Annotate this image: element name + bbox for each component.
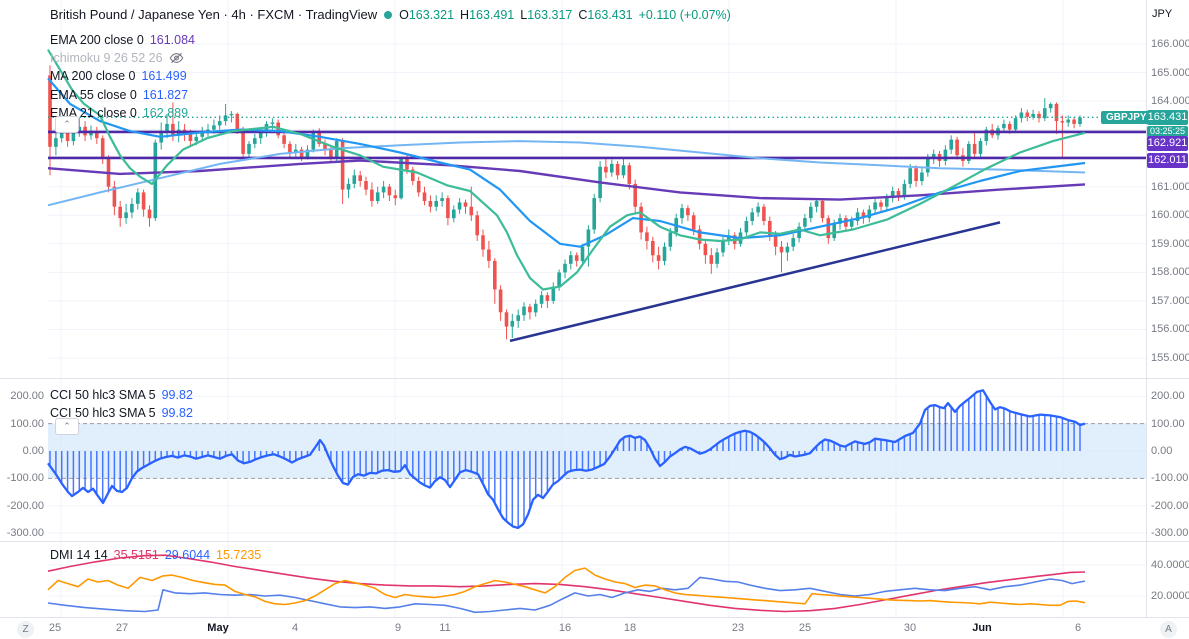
cci-axis-label: 200.00 xyxy=(1151,390,1185,403)
cci-label: CCI 50 hlc3 SMA 5 xyxy=(50,406,156,420)
ohlc-number: 163.431 xyxy=(587,7,633,22)
legend-row-ma-200-close-0[interactable]: MA 200 close 0 161.499 xyxy=(50,68,187,84)
market-status-icon[interactable] xyxy=(384,10,393,19)
price-axis-label: 155.000 xyxy=(1151,351,1189,364)
date-label: 4 xyxy=(291,622,299,634)
cci-axis-label: 100.00 xyxy=(1151,417,1185,430)
date-label: 25 xyxy=(798,622,812,634)
ohlc-key: L xyxy=(520,7,528,22)
cci-label: CCI 50 hlc3 SMA 5 xyxy=(50,388,156,402)
date-label: 25 xyxy=(48,622,62,634)
legend-row-ema-21-close-0[interactable]: EMA 21 close 0 162.889 xyxy=(50,105,188,121)
dmi-adx-value: 35.5151 xyxy=(113,548,159,562)
price-axis-label: 164.000 xyxy=(1151,95,1189,108)
cci-axis-label: -200.00 xyxy=(1151,499,1189,512)
level-price-badge: 162.921 xyxy=(1147,136,1188,151)
symbol-title: British Pound / Japanese Yen · 4h · FXCM… xyxy=(50,7,378,22)
cci-axis-label: -300.00 xyxy=(1151,527,1189,540)
legend-value: 161.084 xyxy=(149,33,195,47)
cci-value: 99.82 xyxy=(161,388,193,402)
price-change: +0.110 (+0.07%) xyxy=(638,7,731,22)
price-axis-label: 159.000 xyxy=(1151,237,1189,250)
last-price-badge: 163.431 xyxy=(1147,110,1188,125)
date-label: 6 xyxy=(1074,622,1082,634)
cci-axis-label: -100.00 xyxy=(1151,472,1189,485)
legend-row-ema-55-close-0[interactable]: EMA 55 close 0 161.827 xyxy=(50,87,188,103)
price-axis-label: 158.000 xyxy=(1151,266,1189,279)
cci-value: 99.82 xyxy=(161,406,193,420)
date-label: 9 xyxy=(394,622,402,634)
date-label: Jun xyxy=(972,622,992,634)
auto-scale-button[interactable]: A xyxy=(1160,621,1177,638)
price-axis-unit[interactable]: JPY xyxy=(1152,8,1173,20)
legend-label: MA 200 close 0 xyxy=(50,69,136,84)
legend-row-ema-200-close-0[interactable]: EMA 200 close 0 161.084 xyxy=(50,32,195,48)
cci-axis-label: 200.00 xyxy=(10,390,44,403)
bar-countdown-badge: 03:25:25 xyxy=(1147,125,1188,137)
ohlc-key: C xyxy=(578,7,588,22)
dmi-label: DMI 14 14 xyxy=(50,548,108,562)
legend-row-ichimoku-9-26-52-26[interactable]: Ichimoku 9 26 52 26 xyxy=(50,50,184,66)
cci-legend-row[interactable]: CCI 50 hlc3 SMA 5 99.82 xyxy=(50,405,193,421)
price-axis-label: 157.000 xyxy=(1151,294,1189,307)
ohlc-key: H xyxy=(460,7,470,22)
cci-axis-label: -100.00 xyxy=(6,472,44,485)
date-label: 27 xyxy=(115,622,129,634)
symbol-header[interactable]: British Pound / Japanese Yen · 4h · FXCM… xyxy=(50,7,731,22)
dmi-axis-label: 20.0000 xyxy=(1151,590,1189,602)
legend-value: 161.827 xyxy=(142,87,189,102)
date-label: 23 xyxy=(731,622,745,634)
legend-label: EMA 200 close 0 xyxy=(50,33,144,47)
legend-label: EMA 55 close 0 xyxy=(50,87,137,102)
date-label: 16 xyxy=(558,622,572,634)
collapse-main-pane-button[interactable]: ⌃ xyxy=(55,116,79,133)
cci-axis-label: 0.00 xyxy=(22,445,44,457)
cci-axis-label: 0.00 xyxy=(1151,445,1173,457)
ohlc-number: 163.321 xyxy=(408,7,455,22)
price-axis-label: 161.000 xyxy=(1151,180,1189,193)
cci-axis-label: -200.00 xyxy=(6,499,44,512)
price-axis-label: 160.000 xyxy=(1151,209,1189,222)
ohlc-number: 163.491 xyxy=(469,7,515,22)
price-axis-label: 165.000 xyxy=(1151,66,1189,79)
dmi-plusdi-value: 29.6044 xyxy=(164,548,211,562)
date-label: 30 xyxy=(903,622,917,634)
cci-axis-label: 100.00 xyxy=(10,417,44,430)
legend-value: 161.499 xyxy=(141,69,187,84)
dmi-legend-row[interactable]: DMI 14 14 35.5151 29.6044 15.7235 xyxy=(50,547,261,563)
date-label: May xyxy=(207,622,229,634)
collapse-cci-pane-button[interactable]: ⌃ xyxy=(55,418,79,435)
ohlc-key: O xyxy=(399,7,409,22)
level-price-badge: 162.011 xyxy=(1147,152,1188,168)
date-label: 11 xyxy=(439,622,451,634)
price-axis-label: 156.000 xyxy=(1151,323,1189,336)
cci-legend-row[interactable]: CCI 50 hlc3 SMA 5 99.82 xyxy=(50,387,193,403)
date-label: 18 xyxy=(623,622,637,634)
price-axis-label: 166.000 xyxy=(1151,38,1189,50)
hidden-eye-icon[interactable] xyxy=(169,52,184,64)
ohlc-values: O163.321 H163.491 L163.317 C163.431 +0.110 (… xyxy=(399,8,731,22)
dmi-axis-label: 40.0000 xyxy=(1151,559,1189,571)
dmi-minusdi-value: 15.7235 xyxy=(216,548,262,562)
legend-value: 162.889 xyxy=(142,105,189,120)
legend-label: Ichimoku 9 26 52 26 xyxy=(50,51,163,66)
ohlc-number: 163.317 xyxy=(527,7,573,22)
symbol-price-tag: GBPJPY xyxy=(1101,111,1152,124)
cci-axis-label: -300.00 xyxy=(6,527,44,540)
timezone-button[interactable]: Z xyxy=(17,621,34,638)
